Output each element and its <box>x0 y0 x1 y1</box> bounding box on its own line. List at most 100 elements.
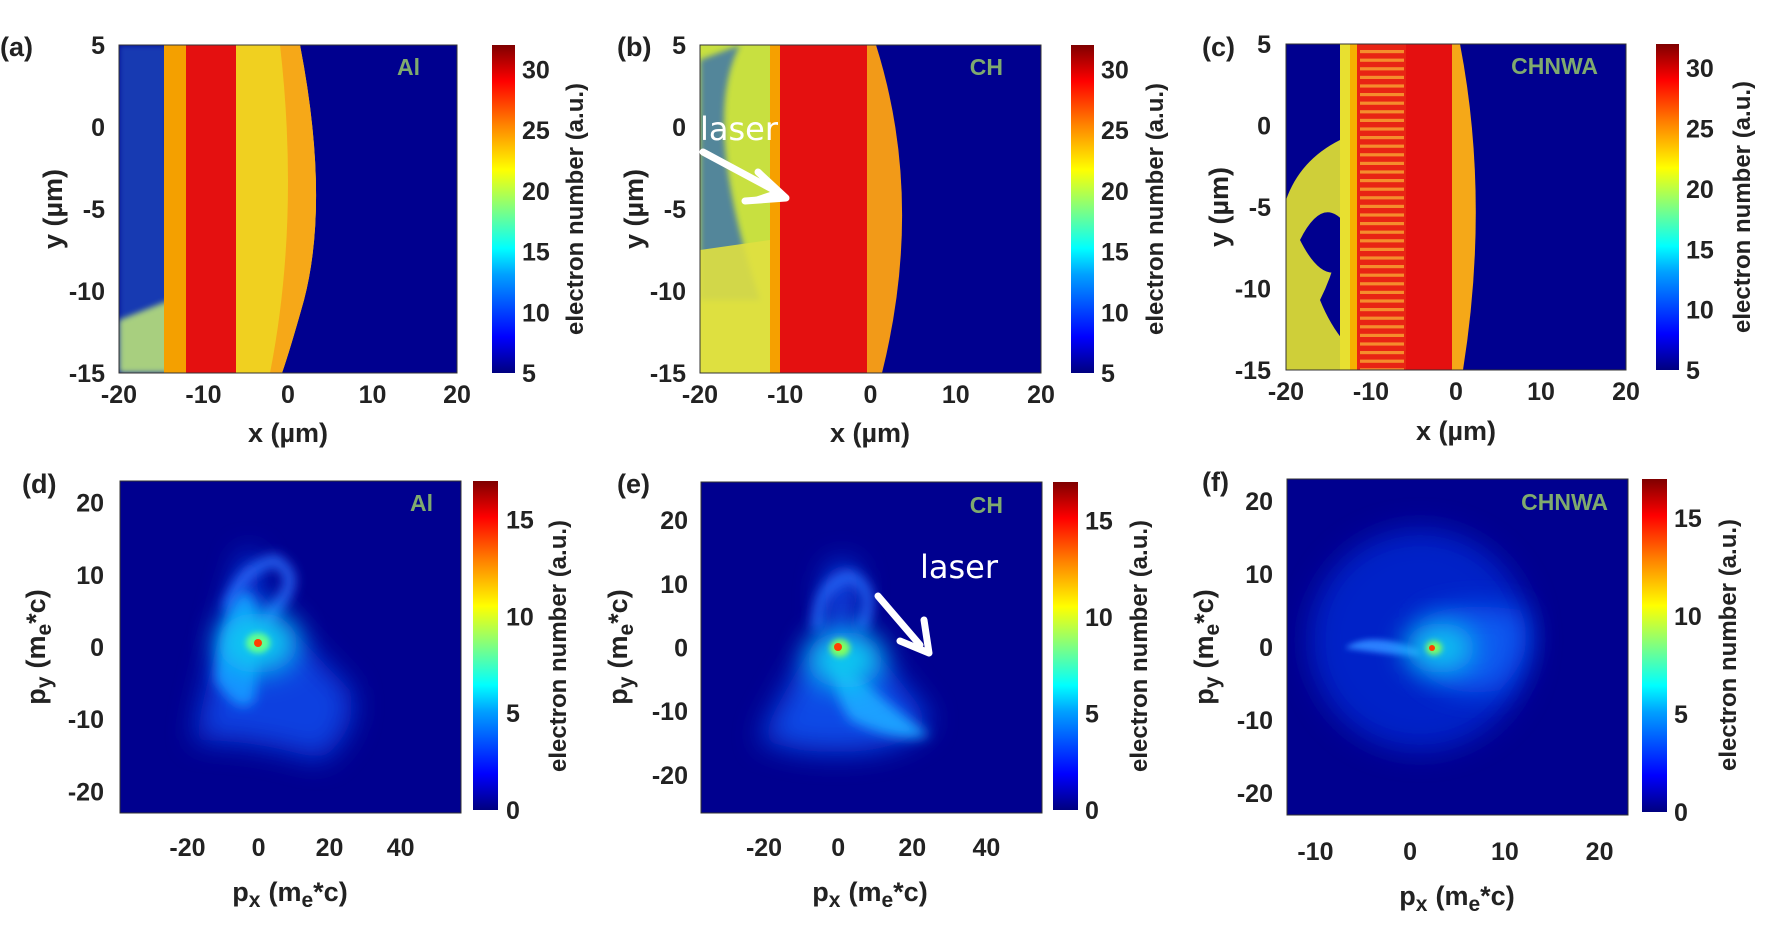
heatmap-a <box>119 45 457 373</box>
colorbar-tick-label: 15 <box>1101 239 1129 267</box>
nanowire-stripe <box>1360 265 1404 269</box>
x-tick-label: -20 <box>746 834 782 862</box>
nanowire-stripe <box>1360 153 1404 157</box>
y-axis-label: py (me*c) <box>21 589 56 704</box>
colorbar-tick-label: 15 <box>1686 236 1714 264</box>
x-tick-label: -10 <box>1297 838 1333 866</box>
nanowire-stripe <box>1360 50 1404 54</box>
nanowire-stripe <box>1360 282 1404 286</box>
x-tick-label: -20 <box>682 381 718 409</box>
colorbar-c <box>1656 44 1679 370</box>
y-axis-label-part: y <box>615 676 638 688</box>
colorbar-tick-label: 20 <box>1101 178 1129 206</box>
colorbar-tick-label: 25 <box>1686 116 1714 144</box>
colorbar-label-c: electron number (a.u.) <box>1729 81 1756 333</box>
x-tick-label: 20 <box>898 834 926 862</box>
colorbar-tick-label: 5 <box>1686 357 1700 385</box>
colorbar-tick-label: 15 <box>1674 505 1702 533</box>
x-tick-label: 10 <box>359 381 387 409</box>
y-tick-label: 0 <box>1259 634 1273 662</box>
colorbar-d <box>473 481 498 810</box>
x-tick-label: -20 <box>169 834 205 862</box>
colorbar-tick-label: 25 <box>522 117 550 145</box>
axes-frame-a <box>118 44 458 374</box>
nanowire-stripe <box>1360 351 1404 355</box>
nanowire-stripe <box>1360 222 1404 226</box>
y-axis-label-part: e <box>1201 624 1224 636</box>
laser-annotation-e: laser <box>920 548 999 586</box>
nanowire-stripe <box>1360 299 1404 303</box>
heatmap-d <box>120 481 461 813</box>
nanowire-stripe <box>1360 247 1404 251</box>
y-axis-label-part: e <box>615 624 638 636</box>
x-axis-label-part: *c) <box>313 877 348 907</box>
colorbar-tick-label: 25 <box>1101 117 1129 145</box>
x-axis-label-part: x <box>829 889 841 912</box>
y-tick-label: 0 <box>674 635 688 663</box>
x-tick-label: 10 <box>942 381 970 409</box>
nanowire-stripe <box>1360 256 1404 260</box>
peak-marker-e <box>834 643 842 651</box>
nanowire-stripe <box>1360 67 1404 71</box>
y-axis-label-part: y <box>33 676 56 688</box>
y-tick-label: 20 <box>660 507 688 535</box>
y-tick-label: -10 <box>650 278 686 306</box>
y-axis-label-part: (m <box>603 636 633 669</box>
y-tick-label: 0 <box>91 114 105 142</box>
x-axis-label-c: x (µm) <box>1416 416 1496 446</box>
panel-label-e: (e) <box>617 469 650 499</box>
y-tick-label: 5 <box>91 32 105 60</box>
nanowire-stripe <box>1360 161 1404 165</box>
x-tick-label: 0 <box>864 381 878 409</box>
y-tick-label: -10 <box>652 698 688 726</box>
panel-label-d: (d) <box>22 469 56 499</box>
x-axis-label-part: p <box>812 877 829 907</box>
material-label-a: Al <box>397 54 420 80</box>
panel-label-b: (b) <box>617 32 651 62</box>
y-axis-label-a: y (µm) <box>38 169 68 249</box>
nanowire-stripe <box>1360 316 1404 320</box>
y-tick-label: 10 <box>76 562 104 590</box>
y-axis-label-c: y (µm) <box>1204 167 1234 247</box>
nanowire-stripe <box>1360 101 1404 105</box>
y-axis-label-part: *c) <box>603 589 633 624</box>
x-axis-label-part: (m <box>848 877 881 907</box>
x-tick-label: 20 <box>443 381 471 409</box>
nanowire-stripe <box>1360 239 1404 243</box>
x-axis-label: px (me*c) <box>232 877 347 912</box>
x-axis-label-part: (m <box>268 877 301 907</box>
nanowire-stripe <box>1360 170 1404 174</box>
laser-arrow-icon-e <box>874 592 933 657</box>
panel-label-a: (a) <box>0 32 33 62</box>
heatmap-f <box>1287 479 1628 815</box>
colorbar-label-d: electron number (a.u.) <box>545 520 572 772</box>
x-tick-label: -20 <box>1268 378 1304 406</box>
x-axis-label-part: e <box>301 889 313 912</box>
heatmap-b <box>700 45 1041 373</box>
y-axis-label: py (me*c) <box>603 589 638 704</box>
colorbar-f <box>1642 479 1667 812</box>
y-tick-label: -5 <box>1249 194 1271 222</box>
nanowire-stripe <box>1360 93 1404 97</box>
y-tick-label: 0 <box>90 634 104 662</box>
colorbar-b <box>1071 45 1094 373</box>
material-label-c: CHNWA <box>1511 53 1598 79</box>
nanowire-array-c <box>1357 44 1407 370</box>
colorbar-tick-label: 10 <box>1686 297 1714 325</box>
colorbar-tick-label: 30 <box>522 56 550 84</box>
nanowire-stripe <box>1360 273 1404 277</box>
nanowire-stripe <box>1360 342 1404 346</box>
colorbar-label-b: electron number (a.u.) <box>1142 83 1169 335</box>
material-label-e: CH <box>970 492 1003 518</box>
y-axis-label-part: (m <box>1189 636 1219 669</box>
y-tick-label: 10 <box>1245 561 1273 589</box>
colorbar-tick-label: 20 <box>1686 176 1714 204</box>
y-tick-label: 5 <box>672 32 686 60</box>
x-axis-label-part: x <box>1416 893 1428 916</box>
nanowire-stripe <box>1360 359 1404 363</box>
y-tick-label: -20 <box>68 778 104 806</box>
x-axis-label: px (me*c) <box>812 877 927 912</box>
